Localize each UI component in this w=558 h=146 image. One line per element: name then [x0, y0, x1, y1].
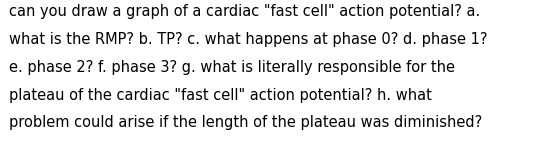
- Text: plateau of the cardiac "fast cell" action potential? h. what: plateau of the cardiac "fast cell" actio…: [9, 88, 432, 103]
- Text: problem could arise if the length of the plateau was diminished?: problem could arise if the length of the…: [9, 115, 482, 130]
- Text: what is the RMP? b. TP? c. what happens at phase 0? d. phase 1?: what is the RMP? b. TP? c. what happens …: [9, 32, 488, 47]
- Text: can you draw a graph of a cardiac "fast cell" action potential? a.: can you draw a graph of a cardiac "fast …: [9, 4, 480, 19]
- Text: e. phase 2? f. phase 3? g. what is literally responsible for the: e. phase 2? f. phase 3? g. what is liter…: [9, 60, 455, 75]
